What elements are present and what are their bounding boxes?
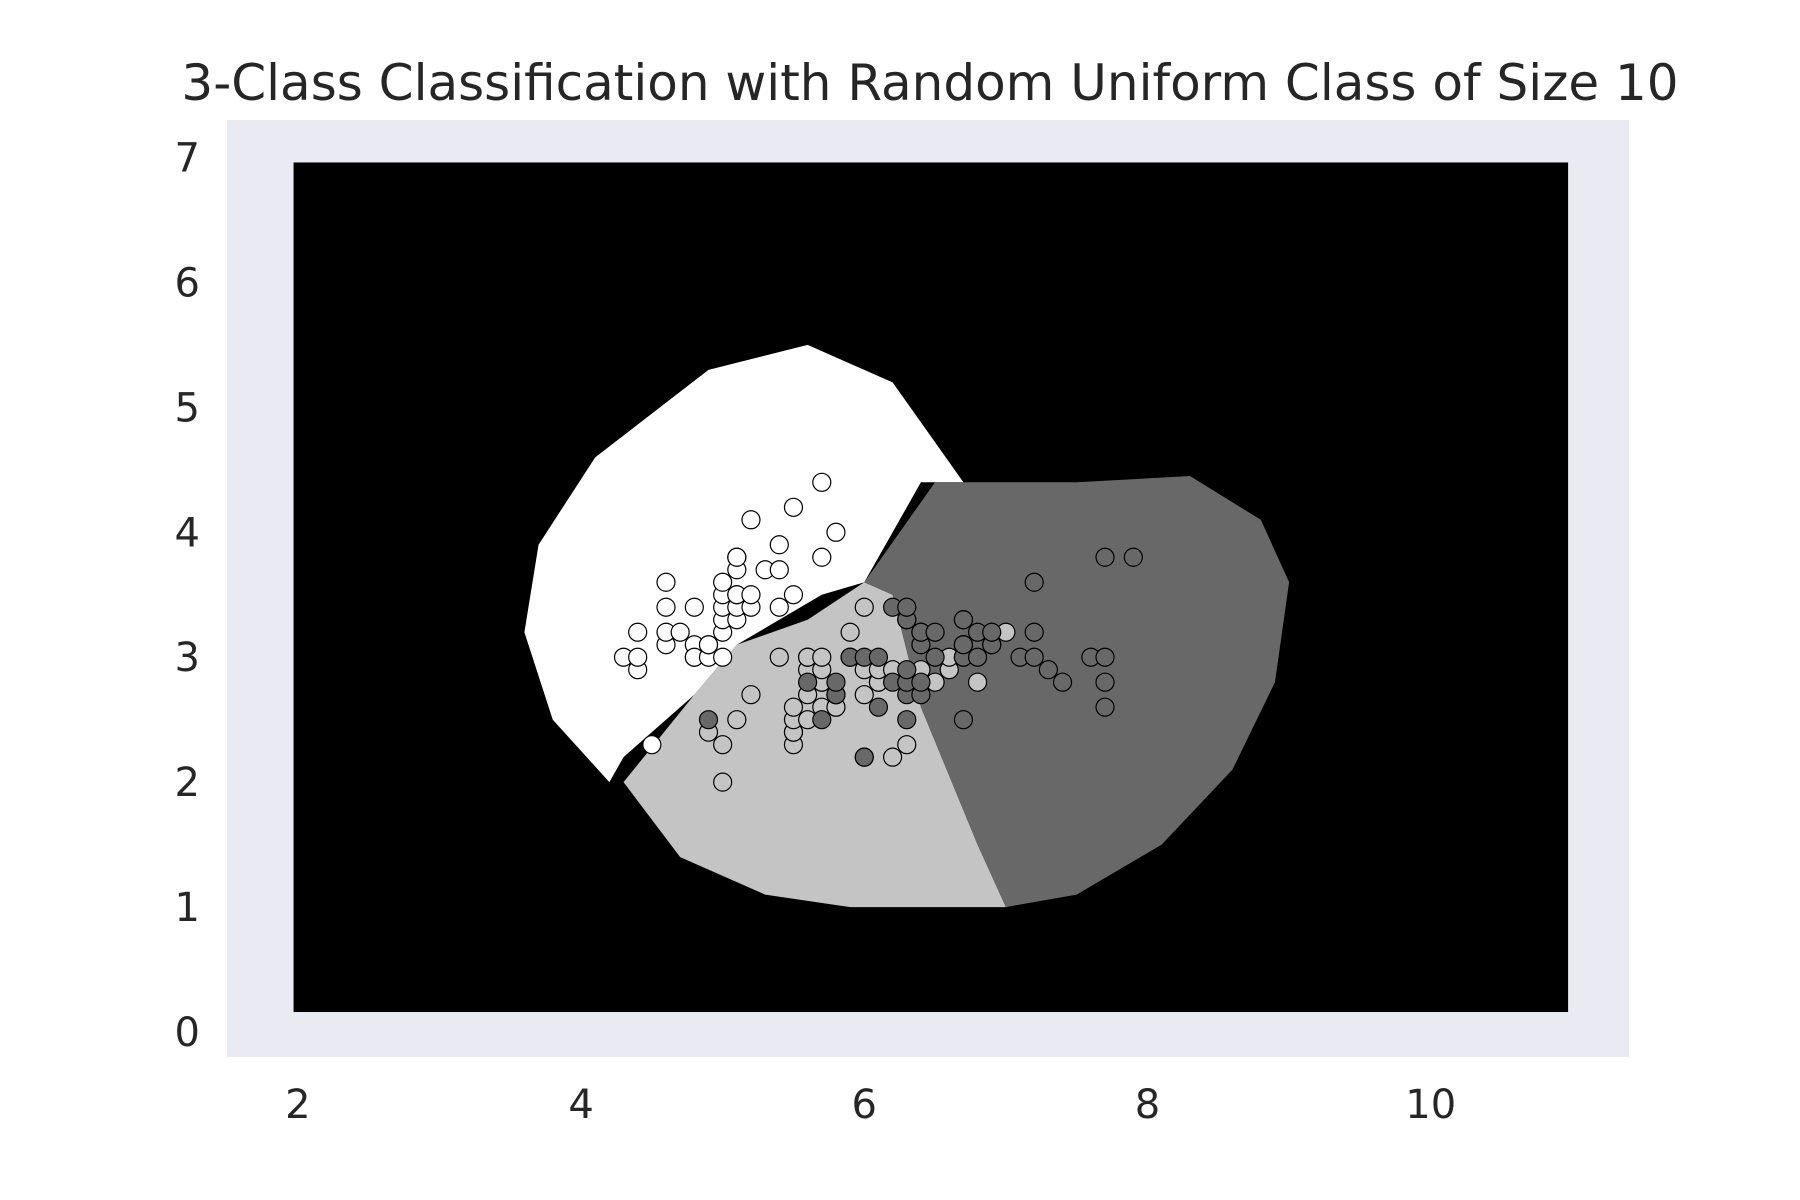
data-point-white: [656, 572, 676, 592]
data-point-dark: [798, 672, 818, 692]
data-point-white: [670, 622, 690, 642]
decision-region-light: [623, 582, 1006, 908]
data-point-white: [698, 635, 719, 655]
data-point-dark: [868, 697, 889, 717]
data-point-white: [812, 547, 832, 567]
data-point-light: [840, 622, 860, 642]
data-point-white: [769, 535, 789, 555]
data-point-dark: [1123, 547, 1143, 567]
data-point-white: [741, 510, 761, 530]
data-point-light: [741, 685, 761, 705]
chart-title: 3-Class Classification with Random Unifo…: [181, 54, 1678, 112]
data-point-dark: [953, 610, 974, 630]
data-point-dark: [967, 647, 988, 667]
data-point-dark: [982, 622, 1002, 642]
y-tick-label: 7: [175, 135, 200, 181]
data-point-white: [656, 597, 676, 617]
data-point-white: [783, 497, 804, 517]
y-tick-label: 2: [175, 760, 200, 806]
data-point-dark: [897, 710, 917, 730]
data-point-light: [882, 747, 903, 767]
x-tick-label: 8: [1135, 1082, 1160, 1128]
data-point-dark: [1024, 622, 1044, 642]
data-point-dark: [953, 710, 974, 730]
y-tick-label: 6: [175, 260, 200, 306]
data-point-dark: [812, 710, 832, 730]
y-tick-label: 0: [175, 1010, 200, 1056]
y-tick-label: 3: [175, 635, 200, 681]
y-tick-label: 1: [175, 885, 200, 931]
data-point-light: [897, 735, 917, 755]
data-point-dark: [854, 747, 874, 767]
data-point-white: [642, 735, 662, 755]
data-point-dark: [953, 635, 974, 655]
data-point-dark: [698, 710, 719, 730]
data-point-white: [713, 647, 733, 667]
data-point-light: [854, 685, 874, 705]
data-point-dark: [1095, 672, 1115, 692]
data-point-dark: [1024, 647, 1044, 667]
data-point-dark: [897, 660, 917, 680]
data-point-light: [812, 647, 832, 667]
y-tick-label: 5: [175, 385, 200, 431]
y-tick-label: 4: [175, 510, 200, 556]
x-tick-label: 6: [852, 1082, 877, 1128]
x-tick-label: 4: [568, 1082, 593, 1128]
data-point-dark: [1095, 647, 1115, 667]
data-point-white: [783, 585, 804, 605]
data-point-white: [769, 560, 789, 580]
data-point-light: [769, 647, 789, 667]
x-tick-label: 10: [1405, 1082, 1456, 1128]
decision-region-dark: [864, 476, 1290, 908]
data-point-white: [727, 547, 747, 567]
data-point-dark: [1024, 572, 1044, 592]
data-point-white: [812, 472, 832, 492]
data-point-white: [741, 585, 761, 605]
data-point-dark: [925, 647, 945, 667]
data-point-white: [628, 622, 648, 642]
y-axis-tick-labels: 0 1 2 3 4 5 6 7: [175, 135, 200, 1056]
data-point-white: [826, 522, 846, 542]
data-point-dark: [1038, 660, 1058, 680]
data-point-white: [628, 647, 648, 667]
data-point-white: [713, 572, 733, 592]
data-point-dark: [1052, 672, 1073, 692]
data-point-dark: [1095, 547, 1115, 567]
data-point-light: [967, 672, 988, 692]
data-point-light: [713, 772, 733, 792]
scatter-points: [613, 472, 1143, 792]
data-point-light: [713, 735, 733, 755]
data-point-light: [727, 710, 747, 730]
data-point-dark: [897, 597, 917, 617]
data-point-dark: [925, 622, 945, 642]
data-point-white: [684, 597, 704, 617]
x-tick-label: 2: [285, 1082, 310, 1128]
data-point-light: [783, 697, 804, 717]
data-point-light: [854, 597, 874, 617]
data-point-dark: [826, 672, 846, 692]
data-point-dark: [868, 647, 889, 667]
x-axis-tick-labels: 2 4 6 8 10: [285, 1082, 1456, 1128]
data-point-white: [769, 597, 789, 617]
data-point-dark: [1095, 697, 1115, 717]
data-point-dark: [911, 672, 931, 692]
